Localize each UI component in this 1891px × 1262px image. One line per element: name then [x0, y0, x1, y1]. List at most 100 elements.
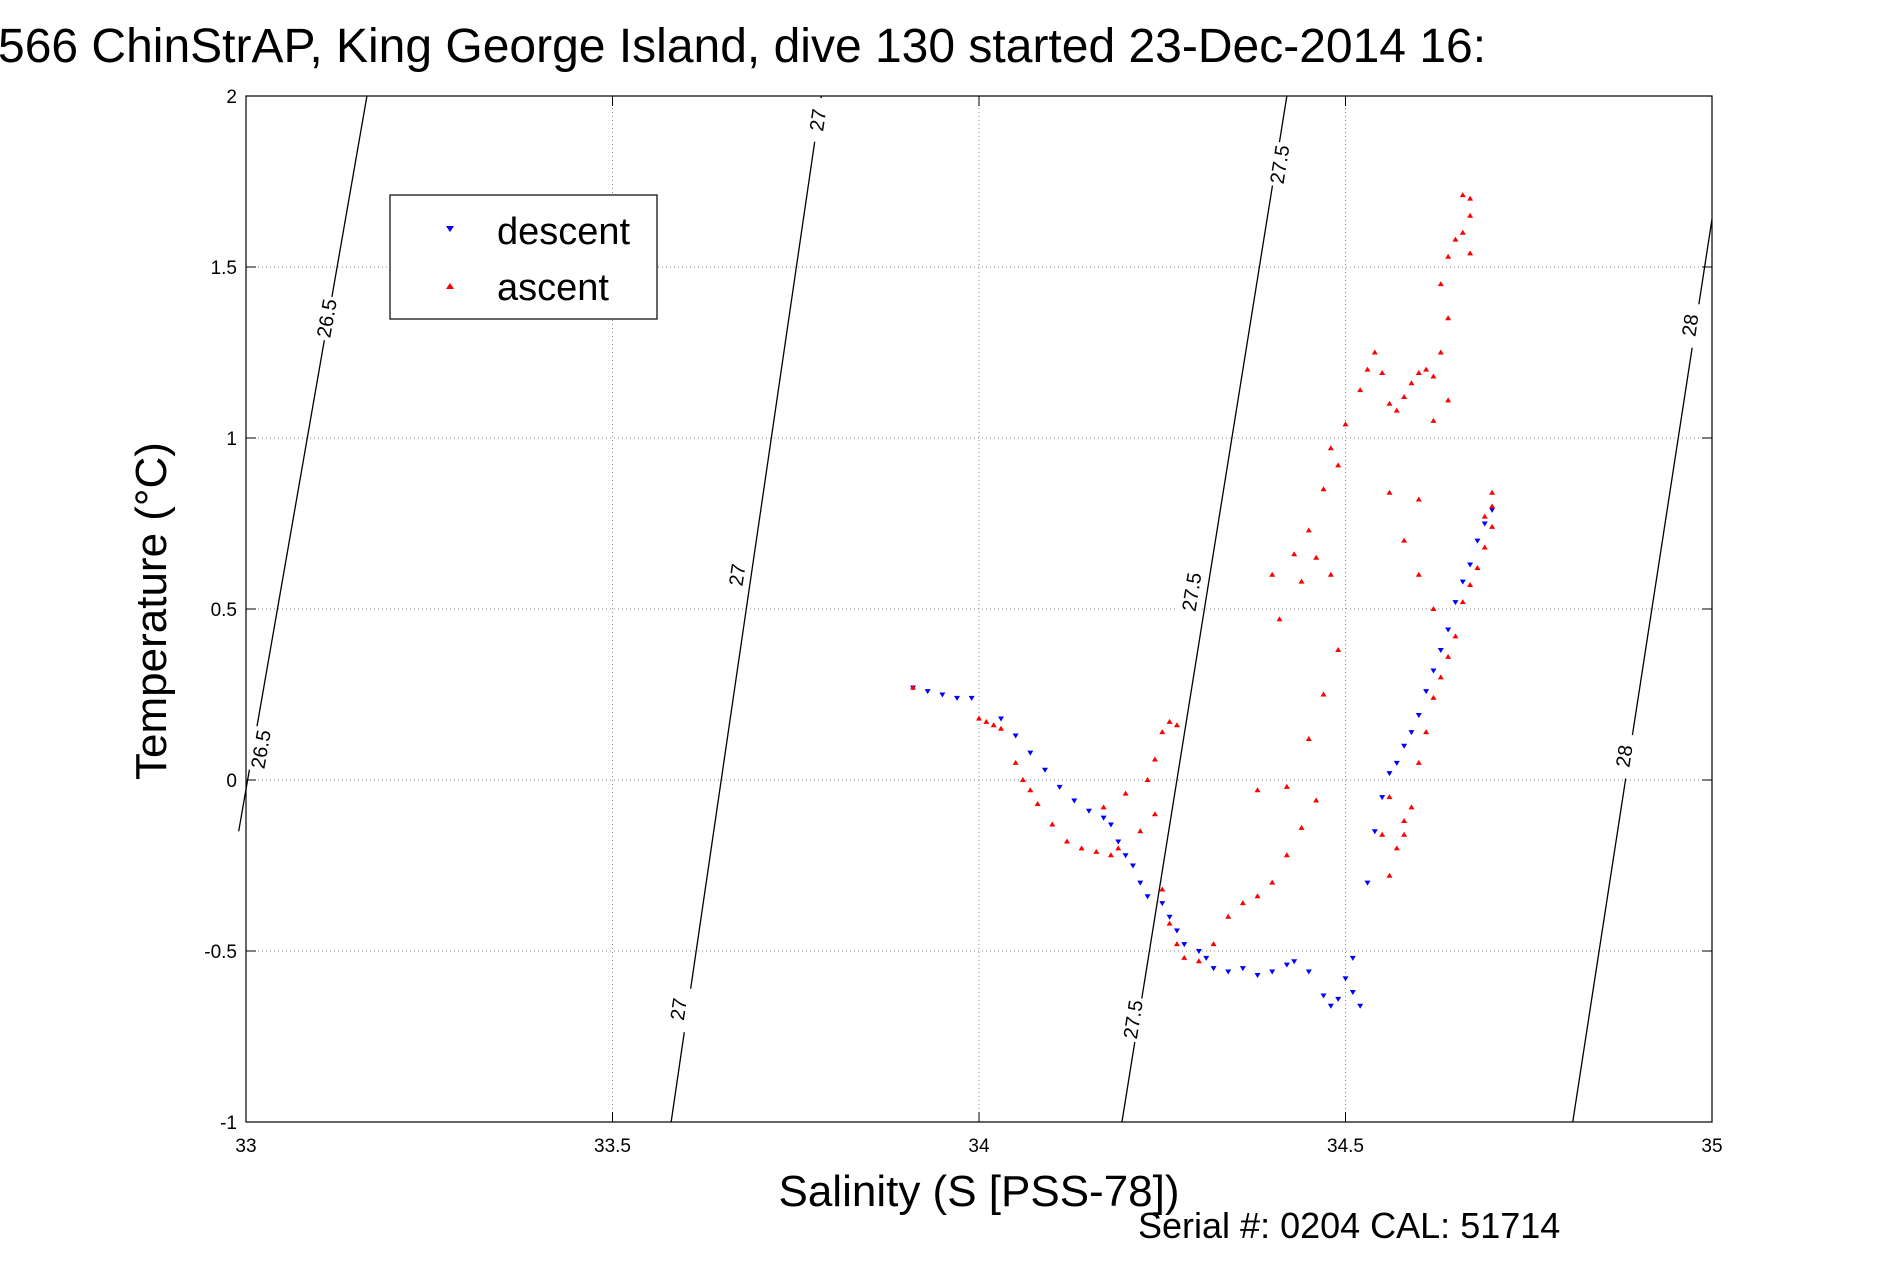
y-tick-label: 2	[226, 87, 237, 108]
legend-box	[389, 194, 658, 320]
ascent-point	[1166, 920, 1173, 926]
ascent-point	[1408, 804, 1415, 810]
ascent-point	[1386, 872, 1393, 878]
descent-point	[1107, 822, 1114, 828]
descent-point	[1137, 880, 1144, 886]
series-descent	[910, 507, 1496, 1009]
contour-label: 27	[806, 107, 831, 132]
contour-line-27	[670, 95, 823, 1123]
legend: descent ascent	[389, 194, 658, 320]
contour-label-background	[663, 985, 694, 1033]
y-tick-label: 0	[226, 771, 237, 792]
ascent-point	[1459, 229, 1466, 235]
descent-point	[1379, 795, 1386, 801]
descent-point	[954, 695, 961, 701]
ascent-point	[1357, 387, 1364, 393]
ascent-point	[1181, 954, 1188, 960]
ascent-point	[1173, 941, 1180, 947]
ascent-point	[1305, 735, 1312, 741]
ascent-point	[1401, 831, 1408, 837]
ascent-point	[1283, 783, 1290, 789]
descent-point	[1393, 760, 1400, 766]
ascent-point	[1305, 527, 1312, 533]
descent-point	[1166, 914, 1173, 920]
ascent-point	[1276, 616, 1283, 622]
ascent-point	[1445, 253, 1452, 259]
ascent-point	[1151, 756, 1158, 762]
descent-point	[1071, 798, 1078, 804]
axis-ticks: 33 33.5 34 34.5 35 -1 -0.5 0 0.5 1 1.5 2	[204, 87, 1722, 1157]
descent-point	[1283, 962, 1290, 968]
ascent-point	[1100, 804, 1107, 810]
ascent-point	[1012, 759, 1019, 765]
legend-ascent-marker	[446, 283, 454, 289]
ascent-point	[1423, 366, 1430, 372]
y-tick-label: -0.5	[204, 942, 237, 963]
y-tick-label: 0.5	[211, 600, 237, 621]
ascent-point	[1489, 523, 1496, 529]
descent-point	[1349, 990, 1356, 996]
chart-title: 566 ChinStrAP, King George Island, dive …	[0, 20, 1486, 73]
descent-point	[1364, 880, 1371, 886]
ascent-point	[1386, 489, 1393, 495]
ascent-point	[1254, 893, 1261, 899]
ascent-point	[1093, 848, 1100, 854]
ascent-point	[1313, 797, 1320, 803]
x-tick-label: 34.5	[1327, 1136, 1364, 1157]
ascent-point	[1239, 900, 1246, 906]
ascent-point	[1408, 380, 1415, 386]
ascent-point	[1115, 845, 1122, 851]
contour-label-background	[1608, 732, 1640, 780]
descent-point	[1452, 600, 1459, 606]
descent-point	[1085, 808, 1092, 814]
ascent-point	[1467, 582, 1474, 588]
ascent-point	[1481, 513, 1488, 519]
ascent-point	[1166, 718, 1173, 724]
descent-point	[1269, 969, 1276, 975]
contour-line-28	[1572, 219, 1713, 1123]
ascent-point	[1298, 824, 1305, 830]
ascent-point	[1393, 407, 1400, 413]
y-tick-label: 1	[226, 429, 237, 450]
descent-point	[1173, 928, 1180, 934]
descent-point	[1320, 993, 1327, 999]
descent-point	[1408, 730, 1415, 736]
ascent-point	[1459, 192, 1466, 198]
legend-descent-label: descent	[497, 211, 631, 253]
ascent-point	[1430, 606, 1437, 611]
ascent-point	[990, 722, 997, 728]
ascent-point	[1034, 800, 1041, 806]
descent-point	[1122, 853, 1129, 859]
contour-label: 28	[1678, 313, 1703, 338]
ascent-point	[1474, 564, 1481, 570]
ascent-point	[1107, 852, 1114, 858]
contour-label: 27	[667, 997, 692, 1022]
contour-label-background	[311, 294, 343, 343]
ascent-point	[1269, 571, 1276, 577]
ascent-point	[1320, 486, 1327, 492]
descent-point	[1056, 784, 1063, 790]
ascent-point	[1335, 647, 1342, 653]
descent-point	[1254, 972, 1261, 978]
ascent-point	[1379, 831, 1386, 837]
descent-point	[1195, 949, 1202, 954]
ascent-point	[1364, 366, 1371, 372]
x-axis-label: Salinity (S [PSS-78])	[778, 1167, 1179, 1216]
ascent-point	[1291, 551, 1298, 557]
ascent-point	[910, 684, 917, 690]
ascent-point	[983, 718, 990, 724]
contour-label: 27	[726, 562, 751, 587]
descent-point	[1129, 863, 1136, 869]
descent-point	[997, 716, 1004, 722]
descent-point	[1210, 966, 1217, 972]
ascent-point	[1393, 845, 1400, 851]
descent-point	[1100, 815, 1107, 821]
descent-point	[1401, 743, 1408, 749]
descent-point	[1445, 627, 1452, 633]
ascent-point	[1386, 400, 1393, 406]
ascent-point	[1401, 537, 1408, 543]
serial-cal-text: Serial #: 0204 CAL: 51714	[1138, 1205, 1560, 1246]
descent-point	[1349, 955, 1356, 961]
ascent-point	[1467, 195, 1474, 201]
